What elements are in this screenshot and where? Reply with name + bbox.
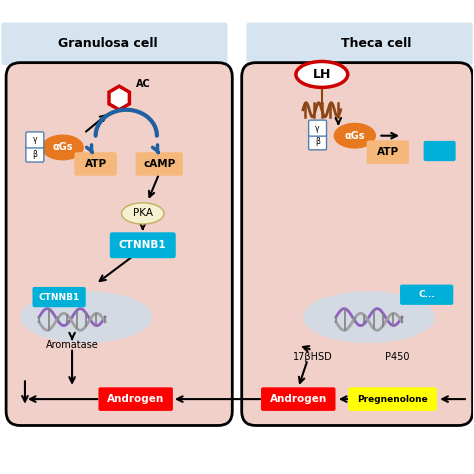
Text: Aromatase: Aromatase bbox=[46, 340, 99, 350]
Text: β: β bbox=[32, 150, 37, 159]
FancyBboxPatch shape bbox=[26, 132, 44, 148]
FancyBboxPatch shape bbox=[99, 387, 173, 411]
Ellipse shape bbox=[296, 62, 348, 87]
Ellipse shape bbox=[20, 291, 152, 343]
Text: αGs: αGs bbox=[345, 131, 365, 141]
Text: cAMP: cAMP bbox=[143, 159, 175, 169]
FancyBboxPatch shape bbox=[6, 63, 232, 426]
Text: ATP: ATP bbox=[377, 147, 399, 157]
Text: PKA: PKA bbox=[133, 209, 153, 219]
Text: Granulosa cell: Granulosa cell bbox=[58, 37, 157, 50]
Text: γ: γ bbox=[315, 124, 320, 133]
Ellipse shape bbox=[334, 123, 376, 149]
Text: Pregnenolone: Pregnenolone bbox=[357, 394, 428, 403]
FancyBboxPatch shape bbox=[26, 146, 44, 162]
Ellipse shape bbox=[121, 203, 164, 224]
Text: γ: γ bbox=[33, 136, 37, 145]
FancyBboxPatch shape bbox=[366, 140, 409, 164]
FancyBboxPatch shape bbox=[242, 63, 473, 426]
FancyBboxPatch shape bbox=[74, 152, 117, 176]
Text: β: β bbox=[315, 137, 320, 146]
Text: CTNNB1: CTNNB1 bbox=[38, 292, 80, 301]
Text: ATP: ATP bbox=[84, 159, 107, 169]
Ellipse shape bbox=[303, 291, 435, 343]
FancyBboxPatch shape bbox=[309, 134, 327, 150]
FancyBboxPatch shape bbox=[348, 387, 437, 411]
FancyBboxPatch shape bbox=[261, 387, 336, 411]
Ellipse shape bbox=[41, 135, 84, 160]
Text: AC: AC bbox=[136, 79, 150, 89]
FancyBboxPatch shape bbox=[110, 232, 176, 258]
Text: CTNNB1: CTNNB1 bbox=[119, 240, 166, 250]
Text: P450: P450 bbox=[385, 352, 410, 362]
FancyBboxPatch shape bbox=[309, 120, 327, 136]
FancyBboxPatch shape bbox=[1, 23, 228, 65]
Text: 17βHSD: 17βHSD bbox=[292, 352, 332, 362]
Text: Androgen: Androgen bbox=[270, 394, 327, 404]
Text: αGs: αGs bbox=[53, 143, 73, 153]
FancyBboxPatch shape bbox=[246, 23, 473, 65]
Text: Theca cell: Theca cell bbox=[341, 37, 411, 50]
Text: Androgen: Androgen bbox=[107, 394, 164, 404]
Text: LH: LH bbox=[313, 68, 331, 81]
FancyBboxPatch shape bbox=[33, 287, 86, 307]
FancyBboxPatch shape bbox=[424, 141, 456, 161]
Text: C...: C... bbox=[418, 290, 435, 299]
FancyBboxPatch shape bbox=[400, 284, 453, 305]
FancyBboxPatch shape bbox=[136, 152, 183, 176]
